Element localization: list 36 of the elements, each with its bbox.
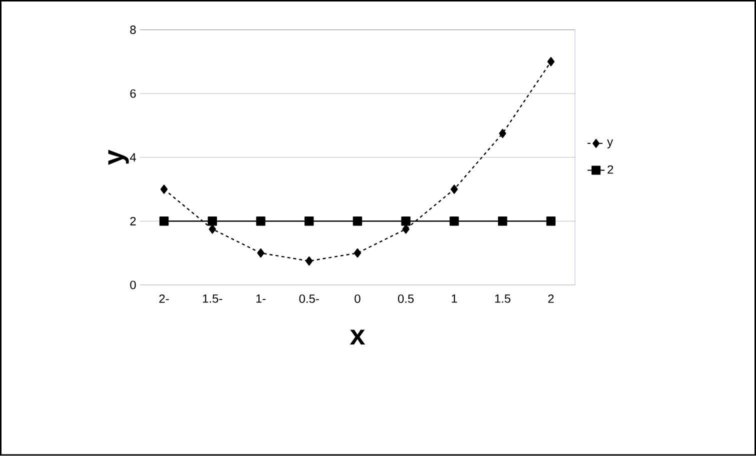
x-tick-label: 0.5- bbox=[299, 294, 319, 304]
point bbox=[256, 216, 266, 226]
point bbox=[304, 216, 314, 226]
point bbox=[352, 216, 362, 226]
y-tick-label: 2 bbox=[130, 217, 136, 226]
x-tick-label: 1 bbox=[452, 294, 457, 303]
y-tick-label: 4 bbox=[130, 153, 136, 162]
x-tick-label: 0 bbox=[354, 294, 360, 304]
x-tick-label: 2 bbox=[548, 294, 554, 303]
y-tick-label: 8 bbox=[130, 26, 136, 34]
point bbox=[450, 216, 459, 226]
point bbox=[402, 224, 410, 234]
point bbox=[546, 216, 556, 226]
point bbox=[306, 256, 313, 266]
x-tick-label: 2- bbox=[159, 294, 169, 303]
point bbox=[450, 184, 458, 194]
x-axis-title: x bbox=[350, 330, 366, 345]
x-tick-label: 1.5 bbox=[495, 294, 510, 303]
y-tick-label: 0 bbox=[130, 280, 136, 290]
point bbox=[498, 216, 508, 226]
point bbox=[159, 216, 169, 226]
legend-label: y bbox=[607, 140, 614, 148]
legend-label: 2 bbox=[608, 165, 614, 174]
point bbox=[401, 216, 410, 226]
point bbox=[208, 224, 216, 234]
x-tick-label: 1- bbox=[256, 294, 266, 303]
point bbox=[547, 57, 555, 66]
point bbox=[498, 128, 506, 138]
point bbox=[160, 184, 168, 194]
y-axis-title: y bbox=[108, 150, 129, 165]
y-tick-label: 6 bbox=[130, 89, 136, 98]
point bbox=[354, 248, 362, 258]
point bbox=[257, 248, 264, 258]
x-tick-label: 1.5- bbox=[202, 294, 222, 303]
point bbox=[208, 216, 217, 226]
x-tick-label: 0.5 bbox=[398, 294, 414, 304]
